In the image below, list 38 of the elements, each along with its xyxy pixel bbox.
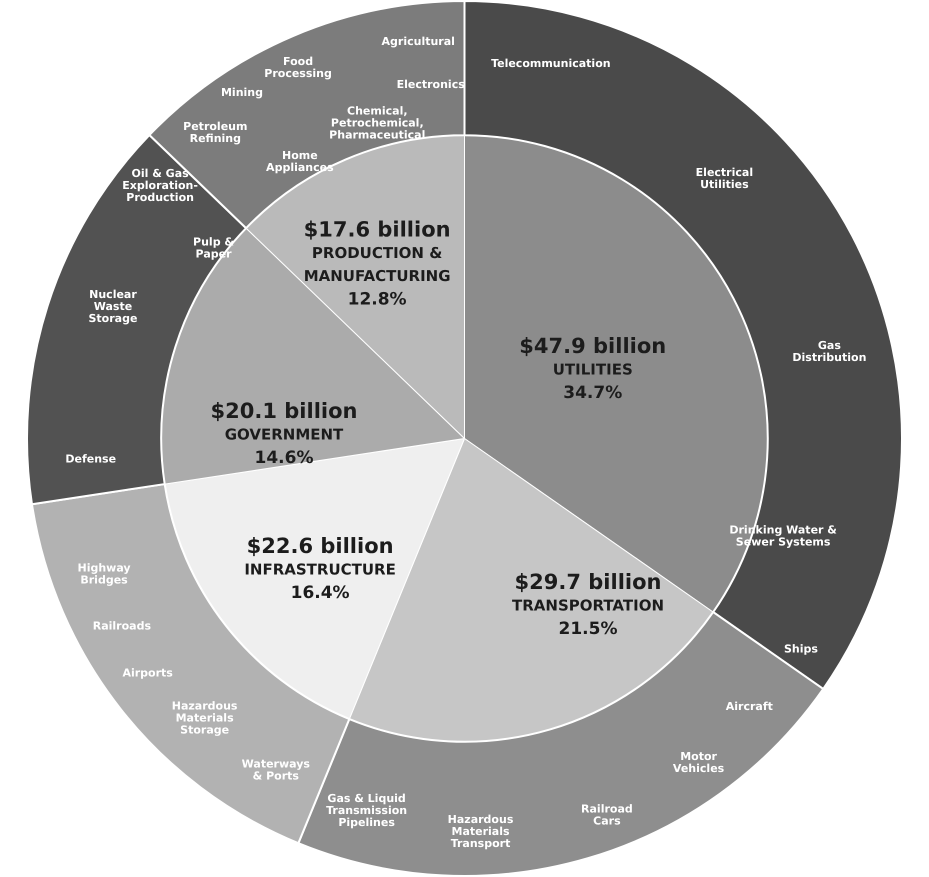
text: Gas Distribution <box>792 338 866 364</box>
text: Waterways & Ports <box>242 758 310 783</box>
text: Aircraft <box>726 700 773 714</box>
text: Hazardous Materials Storage <box>172 700 238 737</box>
text: Petroleum Refining <box>183 120 248 146</box>
text: Mining <box>220 86 264 99</box>
text: Nuclear Waste Storage <box>88 288 138 325</box>
text: Electronics <box>396 78 466 92</box>
slice-label: TRANSPORTATION <box>512 596 664 614</box>
text: 16.4% <box>290 582 350 603</box>
text: Defense <box>65 452 116 466</box>
text: Telecommunication <box>491 56 611 70</box>
text: Hazardous Materials Transport <box>448 812 514 850</box>
text: Airports <box>122 666 174 680</box>
text: Railroad Cars <box>581 802 633 828</box>
text: Highway Bridges <box>77 562 131 587</box>
text: Railroads <box>92 620 152 633</box>
text: Oil & Gas Exploration- Production <box>122 166 198 204</box>
text: 14.6% <box>254 448 314 468</box>
text: 21.5% <box>558 618 618 639</box>
text: $29.7 billion <box>514 570 662 594</box>
text: $17.6 billion <box>304 217 451 242</box>
text: 34.7% <box>563 382 622 403</box>
text: Ships <box>784 642 818 656</box>
text: $47.9 billion <box>519 334 666 358</box>
text: Gas & Liquid Transmission Pipelines <box>326 792 408 829</box>
text: Food Processing <box>264 54 332 80</box>
text: Electrical Utilities <box>696 166 754 192</box>
text: Motor Vehicles <box>672 750 725 775</box>
text: 12.8% <box>348 289 407 310</box>
text: Agricultural <box>382 34 455 48</box>
slice-label: UTILITIES <box>552 360 633 378</box>
text: Chemical, Petrochemical, Pharmaceutical <box>329 104 426 142</box>
slice-label: GOVERNMENT <box>224 425 344 444</box>
text: $20.1 billion <box>210 398 358 423</box>
slice-label: PRODUCTION & MANUFACTURING <box>304 244 451 285</box>
slice-label: INFRASTRUCTURE <box>244 560 396 578</box>
text: $22.6 billion <box>246 534 394 558</box>
